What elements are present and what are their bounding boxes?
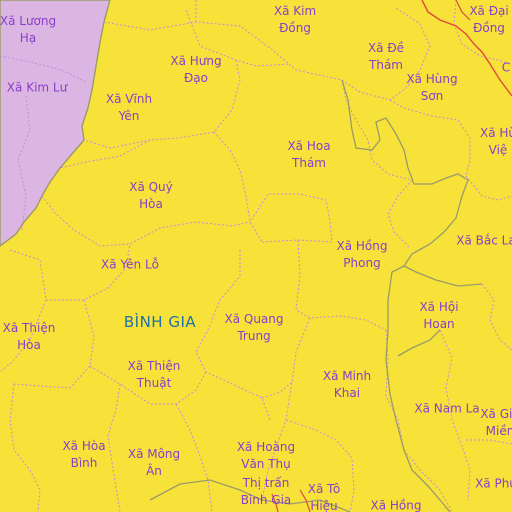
commune-border [59, 139, 151, 169]
road [271, 493, 279, 512]
commune-border [213, 131, 263, 243]
commune-label-c-edge: C [501, 60, 511, 75]
commune-label-kim-dong: Xã Kim Đồng [273, 4, 317, 35]
commune-border [83, 59, 241, 149]
commune-label-phu: Xã Phú [475, 476, 512, 491]
commune-label-nam-la: Xã Nam La [414, 401, 480, 416]
commune-label-yen-lo: Xã Yên Lỗ [101, 257, 159, 272]
commune-label-luong-ha: Xã Lương Hạ [0, 14, 57, 45]
commune-label-hoi-hoan: Xã Hội Hoan [419, 300, 459, 331]
commune-border [341, 79, 413, 181]
commune-label-thien-thuat: Xã Thiện Thuật [127, 359, 181, 390]
commune-label-de-tham: Xã Đề Thám [367, 41, 405, 72]
commune-border [387, 179, 413, 249]
road [421, 0, 512, 97]
commune-label-hung-viet: Xã Hù Việ [479, 126, 512, 157]
road [455, 0, 471, 21]
commune-border [195, 250, 271, 421]
commune-border [439, 329, 471, 501]
neighbor-commune-border [0, 55, 87, 83]
commune-border [385, 329, 453, 512]
commune-border [0, 299, 47, 373]
district-border [403, 265, 483, 287]
commune-border [175, 403, 213, 512]
commune-label-to-hieu: Xã Tô Hiệu [307, 482, 341, 512]
commune-label-minh-khai: Xã Minh Khai [322, 369, 372, 400]
commune-label-kim-lu: Xã Kim Lư [6, 80, 68, 95]
commune-label-dai-dong: Xã Đại Đồng [469, 4, 509, 35]
commune-label-thi-tran-binh-gia: Thị trấn Bình Gia [240, 476, 292, 507]
commune-label-hoang-van-thu: Xã Hoàng Văn Thụ [236, 440, 296, 471]
commune-border [465, 175, 512, 201]
commune-border [481, 283, 512, 351]
commune-label-hong-phong: Xã Hồng Phong [336, 239, 388, 270]
commune-border [285, 419, 355, 512]
commune-label-hung-dao: Xã Hưng Đạo [170, 54, 222, 85]
commune-border [89, 365, 207, 405]
commune-border [103, 21, 343, 81]
commune-label-quy-hoa: Xã Quý Hòa [129, 180, 173, 211]
commune-border [261, 381, 293, 399]
commune-border [341, 7, 431, 101]
commune-label-hoa-tham: Xã Hoa Thám [287, 139, 331, 170]
commune-label-mong-an: Xã Mông Ân [127, 447, 181, 478]
district-border [341, 79, 469, 512]
district-label: BÌNH GIA [123, 313, 197, 331]
commune-label-quang-trung: Xã Quang Trung [224, 312, 284, 343]
commune-label-vinh-yen: Xã Vĩnh Yên [105, 92, 153, 123]
commune-label-hung-son: Xã Hùng Sơn [406, 72, 458, 103]
commune-label-hong: Xã Hồng [370, 498, 422, 512]
commune-border [453, 0, 512, 65]
commune-label-thien-hoa: Xã Thiện Hòa [2, 321, 56, 352]
commune-border [389, 99, 471, 177]
road [299, 489, 311, 512]
commune-label-bac-la: Xã Bắc La [456, 233, 512, 248]
district-border [149, 479, 351, 512]
commune-border [107, 383, 121, 512]
district-border [397, 329, 441, 357]
commune-border [249, 193, 333, 243]
commune-label-hoa-binh: Xã Hòa Bình [62, 439, 106, 470]
commune-border [466, 439, 512, 445]
commune-label-gia-mien: Xã Gia Miền [480, 407, 512, 438]
